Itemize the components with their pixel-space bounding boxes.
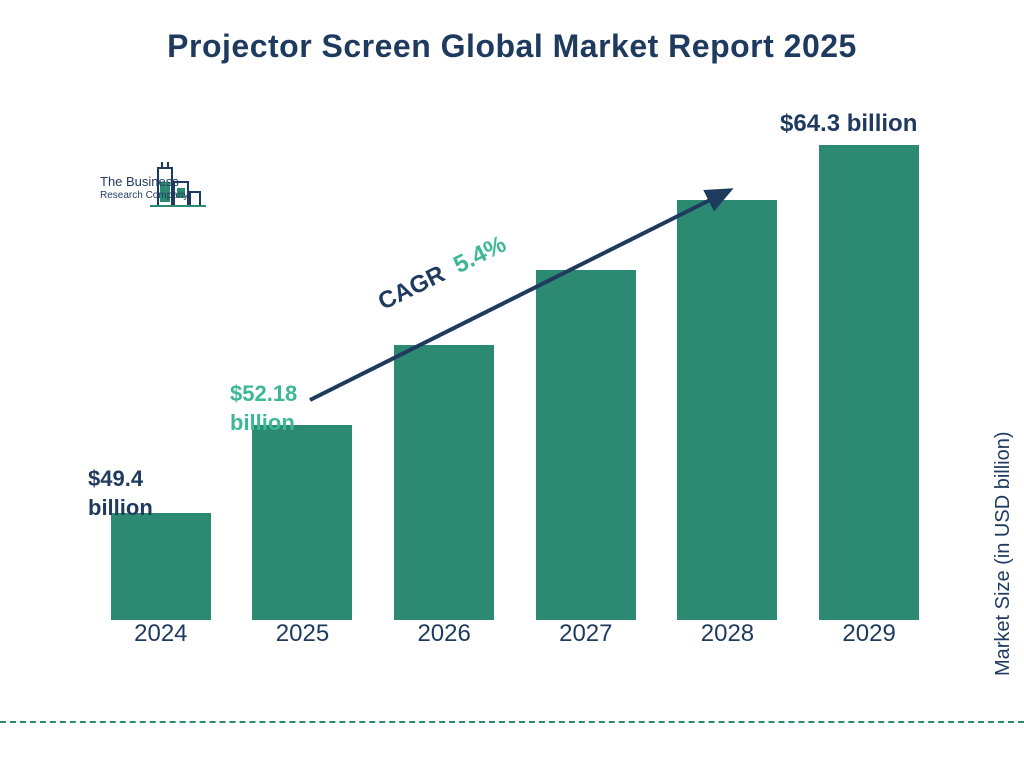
x-label: 2024	[96, 620, 226, 660]
chart-title: Projector Screen Global Market Report 20…	[0, 0, 1024, 65]
bar-2026	[394, 345, 494, 620]
bar-2025	[252, 425, 352, 620]
callout-last-year: $64.3 billion	[780, 108, 917, 139]
callout-second-year: $52.18billion	[230, 380, 297, 437]
bars-container	[90, 130, 940, 620]
x-axis-labels: 2024 2025 2026 2027 2028 2029	[90, 620, 940, 660]
bar-2024	[111, 513, 211, 620]
y-axis-label: Market Size (in USD billion)	[993, 432, 1016, 677]
x-label: 2026	[379, 620, 509, 660]
callout-first-year: $49.4billion	[88, 465, 153, 522]
x-label: 2029	[804, 620, 934, 660]
chart-area: 2024 2025 2026 2027 2028 2029	[90, 130, 940, 660]
bar-2028	[677, 200, 777, 620]
bar-2027	[536, 270, 636, 620]
bottom-dashed-line	[0, 721, 1024, 723]
bar-2029	[819, 145, 919, 620]
x-label: 2028	[662, 620, 792, 660]
x-label: 2025	[237, 620, 367, 660]
x-label: 2027	[521, 620, 651, 660]
